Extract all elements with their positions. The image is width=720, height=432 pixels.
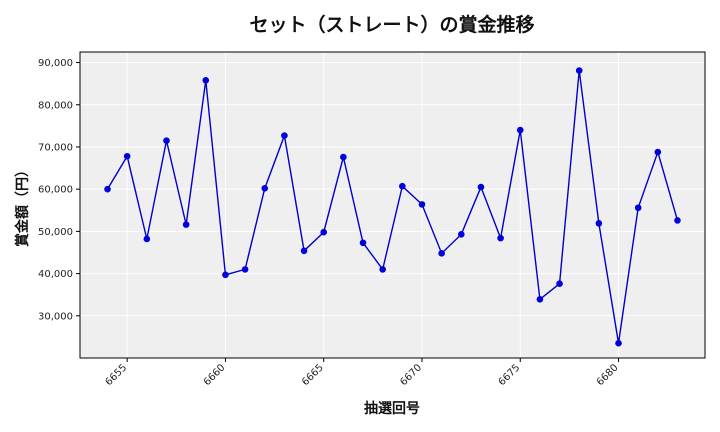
x-tick-label: 6660 [202, 362, 228, 388]
y-tick-label: 70,000 [38, 142, 73, 153]
x-tick-label: 6665 [300, 362, 326, 388]
data-point [300, 247, 308, 255]
data-point [477, 183, 485, 191]
data-point [634, 204, 642, 212]
plot-area [80, 52, 705, 358]
data-point [516, 126, 524, 134]
data-point [379, 266, 386, 273]
data-point [123, 152, 131, 160]
data-point [163, 137, 170, 144]
x-axis-label: 抽選回号 [364, 400, 420, 417]
y-tick-label: 80,000 [38, 100, 73, 111]
y-tick-label: 90,000 [38, 58, 73, 69]
data-point [536, 296, 544, 303]
data-point [241, 266, 249, 273]
data-point [654, 148, 662, 156]
plot-frame [79, 51, 706, 359]
data-point [457, 231, 465, 238]
data-point [222, 271, 229, 279]
data-point [418, 201, 426, 208]
y-tick-label: 40,000 [38, 269, 73, 280]
data-point [261, 185, 269, 192]
x-tick-label: 6675 [497, 362, 523, 388]
y-tick-label: 50,000 [38, 227, 73, 238]
chart-title: セット（ストレート）の賞金推移 [249, 13, 534, 36]
data-point [281, 132, 288, 139]
x-tick-label: 6670 [398, 362, 424, 388]
data-point [104, 185, 111, 193]
data-point [575, 67, 583, 74]
data-point [674, 217, 681, 224]
data-point [202, 76, 210, 84]
data-point [595, 220, 603, 227]
data-points [104, 67, 681, 347]
x-tick-label: 6680 [595, 362, 621, 388]
y-tick-label: 30,000 [38, 311, 73, 322]
axes [76, 51, 706, 362]
data-point [438, 250, 445, 257]
y-axis-label: 賞金額（円） [14, 163, 31, 247]
data-point [340, 153, 347, 161]
data-point [399, 182, 406, 190]
data-point [556, 280, 563, 288]
x-tick-label: 6655 [104, 362, 130, 388]
y-tick-label: 60,000 [38, 185, 73, 196]
data-point [359, 239, 367, 247]
series-line [106, 70, 679, 344]
grid-lines [80, 52, 705, 358]
data-point [143, 235, 151, 243]
data-point [182, 221, 190, 228]
data-point [497, 234, 504, 242]
data-point [320, 228, 328, 236]
data-point [615, 339, 622, 347]
